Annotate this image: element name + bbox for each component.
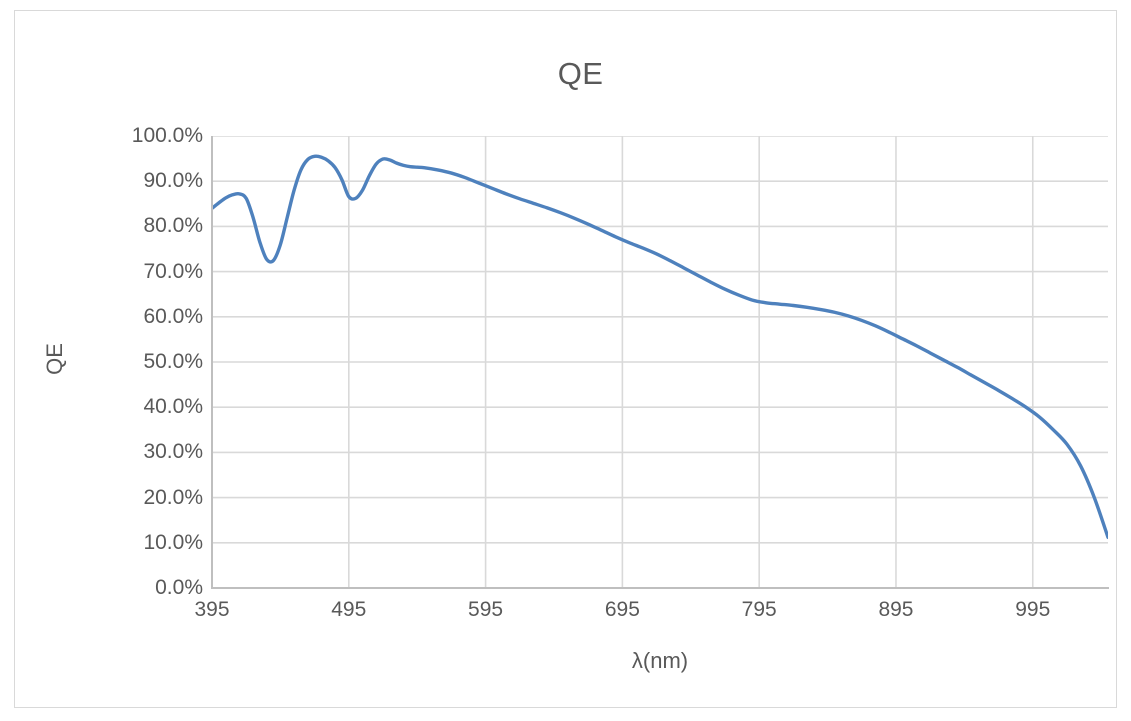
gridlines bbox=[212, 136, 1108, 588]
chart-frame: QE 0.0% 10.0% 20.0% 30.0% 40.0% 50.0% 60.0% 70.… bbox=[14, 10, 1117, 708]
y-axis-tick-label: 30.0% bbox=[143, 440, 203, 464]
x-axis-tick-label: 395 bbox=[194, 598, 230, 621]
y-axis-tick-label: 10.0% bbox=[143, 530, 203, 554]
y-axis-tick-label: 90.0% bbox=[143, 169, 203, 193]
y-axis-tick-label: 80.0% bbox=[143, 214, 203, 238]
y-axis-tick-label: 70.0% bbox=[143, 259, 203, 283]
x-axis-tick-label: 695 bbox=[604, 598, 640, 621]
series-line-qe bbox=[212, 154, 1108, 540]
y-axis-title: QE bbox=[42, 343, 67, 375]
x-axis-line bbox=[211, 587, 1109, 589]
y-axis-tick-label: 40.0% bbox=[143, 395, 203, 419]
x-axis-tick-label: 495 bbox=[331, 598, 367, 621]
y-axis-tick-label: 60.0% bbox=[143, 304, 203, 328]
plot-area bbox=[212, 136, 1108, 588]
y-axis-tick-label: 100.0% bbox=[131, 124, 203, 147]
x-axis-tick-labels: 395 495 595 695 795 895 995 bbox=[194, 598, 1108, 632]
chart-title: QE bbox=[557, 56, 604, 91]
x-axis-tick-label: 795 bbox=[741, 598, 777, 621]
y-axis-tick-labels: 0.0% 10.0% 20.0% 30.0% 40.0% 50.0% 60.0% 70.0% 8… bbox=[97, 124, 203, 599]
series-group bbox=[212, 154, 1108, 540]
y-axis-tick-label: 0.0% bbox=[155, 576, 203, 599]
y-axis-line bbox=[211, 136, 213, 589]
y-axis-tick-label: 20.0% bbox=[143, 485, 203, 509]
x-axis-tick-label: 595 bbox=[468, 598, 504, 621]
plot-svg bbox=[212, 136, 1108, 588]
x-axis-tick-label: 995 bbox=[1015, 598, 1051, 621]
x-axis-tick-label: 895 bbox=[878, 598, 914, 621]
y-axis-tick-label: 50.0% bbox=[143, 350, 203, 373]
x-axis-title: λ(nm) bbox=[631, 648, 689, 673]
